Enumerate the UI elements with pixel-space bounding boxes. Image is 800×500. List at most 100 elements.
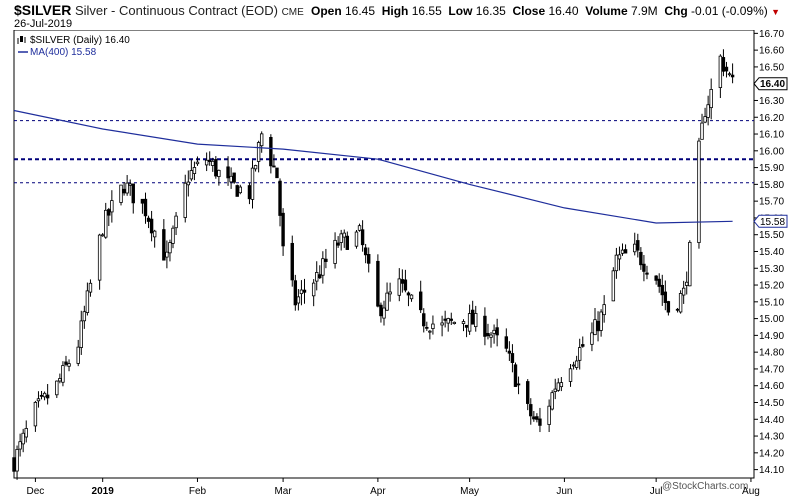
candle-body — [685, 281, 689, 286]
candle-body — [418, 291, 423, 311]
candle-body — [367, 254, 371, 264]
candle-body — [489, 334, 493, 338]
candle-body — [104, 209, 108, 238]
candle-body — [663, 291, 668, 303]
candle-body — [697, 140, 701, 243]
close-label: Close — [512, 4, 546, 18]
ma-value-tag — [753, 214, 788, 228]
candle-body — [452, 321, 457, 325]
candle-body — [443, 318, 447, 321]
candle-body — [495, 327, 499, 336]
candle-body — [526, 381, 530, 404]
candle-body — [516, 383, 521, 386]
ma400-line — [13, 109, 733, 224]
candle-body — [354, 231, 359, 247]
candle-body — [706, 104, 710, 118]
open-label: Open — [310, 4, 342, 18]
chg-label: Chg — [664, 4, 688, 18]
exchange-label: CME — [281, 7, 304, 18]
candle-body — [275, 167, 279, 179]
candle-body — [131, 183, 135, 204]
ohlc-summary: Open 16.45 High 16.55 Low 16.35 Close 16… — [311, 4, 780, 18]
candle-body — [492, 329, 496, 334]
candle-body — [229, 175, 233, 183]
candle-body — [152, 230, 157, 238]
y-tick-label: 16.00 — [759, 146, 784, 157]
candle-body — [620, 249, 625, 254]
candle-body — [18, 441, 22, 450]
candle-body — [140, 198, 145, 204]
candle-body — [324, 258, 328, 262]
candle-body — [143, 198, 148, 217]
candle-body — [97, 234, 102, 281]
candle-body — [409, 294, 414, 300]
ma-legend: MA(400) 15.58 — [30, 47, 97, 58]
y-tick-label: 14.70 — [759, 364, 784, 375]
candle-body — [474, 313, 478, 328]
candle-body — [510, 353, 515, 363]
plot-frame — [13, 30, 755, 479]
open-value: 16.45 — [345, 4, 376, 18]
candle-body — [88, 282, 93, 293]
y-tick-label: 15.30 — [759, 264, 784, 275]
candle-body — [611, 270, 616, 302]
candle-body — [174, 215, 178, 229]
candle-body — [538, 418, 542, 426]
candle-body — [293, 280, 298, 306]
candle-body — [483, 315, 487, 337]
y-axis: 14.10 14.20 14.30 14.40 14.50 14.60 14.70 14.80… — [754, 30, 784, 476]
candle-body — [318, 274, 322, 279]
candle-body — [464, 324, 469, 328]
watermark: @StockCharts.com — [662, 481, 748, 492]
chart-header: $SILVER Silver - Continuous Contract (EO… — [0, 0, 800, 32]
x-axis: Dec 2019 Feb Mar Apr May Jun Jul Aug — [27, 478, 760, 497]
candle-body — [42, 392, 47, 398]
y-tick-label: 15.20 — [759, 281, 784, 292]
symbol-label: $SILVER — [14, 2, 72, 18]
candle-body — [336, 242, 340, 246]
candle-body — [403, 279, 408, 291]
candle-body — [461, 321, 466, 325]
candle-body — [645, 272, 649, 275]
candle-body — [504, 336, 509, 349]
candle-body — [703, 116, 707, 123]
candle-body — [593, 319, 597, 336]
candle-body — [82, 311, 87, 322]
candle-body — [15, 449, 19, 472]
candle-body — [553, 388, 557, 392]
candle-body — [214, 159, 218, 177]
y-tick-label: 15.50 — [759, 230, 784, 241]
candle-body — [149, 218, 154, 234]
candle-body — [633, 243, 637, 253]
y-tick-label: 14.80 — [759, 348, 784, 359]
candle-body — [232, 172, 236, 183]
candle-body — [61, 365, 65, 383]
price-legend-icon — [17, 36, 26, 44]
candle-body — [382, 307, 386, 319]
candle-body — [700, 122, 704, 140]
candle-body — [186, 181, 190, 186]
description-label: Silver - Continuous Contract (EOD) — [74, 3, 278, 18]
chg-value: -0.01 (-0.09%) — [691, 4, 768, 18]
candle-body — [183, 182, 187, 218]
candle-body — [440, 322, 444, 326]
candle-body — [119, 184, 123, 203]
candle-body — [446, 318, 450, 324]
candle-body — [681, 287, 686, 296]
candles — [12, 49, 735, 480]
ma-value-label: 15.58 — [760, 217, 785, 228]
candle-body — [675, 308, 680, 311]
candle-body — [146, 217, 151, 222]
candle-body — [535, 416, 539, 420]
candle-body — [718, 55, 723, 88]
candle-body — [581, 344, 585, 347]
reference-lines — [14, 120, 754, 184]
candle-body — [315, 272, 319, 282]
candle-body — [321, 258, 325, 276]
candle-body — [428, 330, 432, 333]
candle-body — [688, 241, 692, 287]
candle-body — [547, 405, 551, 425]
down-arrow-icon: ▼ — [771, 7, 780, 17]
candle-body — [590, 332, 594, 345]
high-value: 16.55 — [411, 4, 442, 18]
